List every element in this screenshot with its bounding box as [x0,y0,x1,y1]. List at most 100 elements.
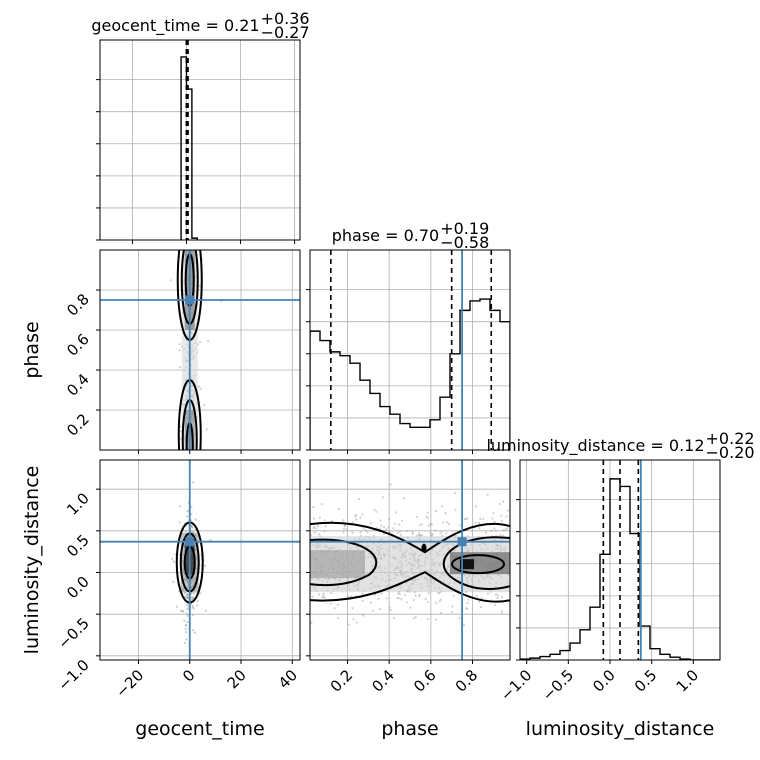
scatter-point [369,601,372,604]
scatter-point [342,531,345,534]
phase-vs-luminosity_distance-frame [309,459,511,661]
scatter-point [313,526,316,529]
scatter-point [192,607,195,610]
scatter-point [388,606,391,609]
scatter-point [186,603,189,606]
scatter-point [342,527,346,530]
scatter-point [333,607,336,610]
scatter-point [484,531,488,534]
scatter-point [191,614,195,617]
scatter-point [196,599,199,603]
scatter-point [441,505,444,508]
scatter-point [184,595,187,598]
title-sub: −0.27 [261,23,310,42]
scatter-point [477,600,481,603]
scatter-point [313,531,316,534]
ylabel-phase: phase [21,321,43,378]
scatter-point [337,507,341,511]
scatter-point [476,595,479,598]
scatter-point [505,515,508,518]
scatter-point [425,515,428,518]
scatter-point [385,528,388,531]
scatter-point [352,618,355,621]
scatter-point [207,339,210,343]
scatter-point [400,519,403,523]
xlabel-geocent-time: geocent_time [135,718,264,740]
ytick-label-luminosity-distance: −0.5 [54,614,92,652]
scatter-point [312,527,315,530]
scatter-point [178,366,182,369]
scatter-point [320,503,323,506]
ytick-label-phase: 0.6 [63,330,93,360]
scatter-point [452,594,455,597]
scatter-point [195,604,199,607]
scatter-point [185,612,188,615]
scatter-point [205,428,208,431]
scatter-point [462,623,466,627]
scatter-point [438,600,441,603]
scatter-point [322,592,325,595]
scatter-point [492,512,495,515]
contour [442,536,510,590]
title-sup: +0.19 [440,219,489,238]
scatter-point [385,597,388,600]
scatter-point [397,592,400,595]
scatter-point [343,524,347,527]
scatter-point [411,532,414,536]
scatter-point [400,598,403,601]
scatter-point [312,517,315,520]
phase-1d-title: phase = 0.70 +0.19−0.58 [332,219,490,252]
scatter-point [183,641,187,645]
scatter-point [323,519,326,522]
scatter-point [318,516,321,520]
luminosity_distance-1d-title: luminosity_distance = 0.12 +0.22−0.20 [486,429,754,462]
scatter-point [337,617,340,620]
phase-vs-luminosity_distance-truth-marker [457,537,467,547]
scatter-point [205,609,208,612]
scatter-point [439,598,442,601]
density-left [310,550,365,579]
scatter-point [366,531,369,534]
scatter-point [361,599,364,602]
title-base: phase = 0.70 [332,226,439,245]
scatter-point [427,524,430,527]
scatter-point [451,605,454,608]
title-sup: +0.36 [261,9,310,28]
phase-1d [310,250,510,450]
scatter-point [405,601,409,604]
scatter-point [204,564,207,567]
scatter-point [354,515,357,518]
scatter-point [444,512,447,515]
title-sup: +0.22 [706,429,755,448]
density-peak [460,559,474,570]
scatter-point [392,617,396,620]
scatter-point [349,595,353,598]
scatter-point [502,500,505,503]
scatter-point [418,595,421,598]
scatter-point [398,523,401,526]
phase-1d-step [310,298,510,450]
contour [310,571,510,603]
ylabel-luminosity-distance: luminosity_distance [21,466,43,655]
scatter-point [186,509,189,513]
scatter-point [373,508,376,511]
scatter-point [429,522,432,525]
xtick-label-phase: 0.8 [452,666,482,696]
scatter-point [194,518,197,521]
scatter-point [490,529,493,532]
scatter-point [317,533,321,536]
scatter-point [437,591,440,594]
scatter-point [459,524,462,527]
scatter-point [197,385,201,388]
scatter-point [380,592,383,595]
scatter-point [427,592,430,595]
scatter-point [310,621,313,624]
scatter-point [412,617,415,620]
scatter-point [380,524,383,527]
contour [451,554,505,575]
scatter-point [414,616,417,619]
scatter-point [424,597,427,601]
scatter-point [426,617,429,621]
scatter-point [420,534,424,537]
scatter-point [199,592,202,595]
